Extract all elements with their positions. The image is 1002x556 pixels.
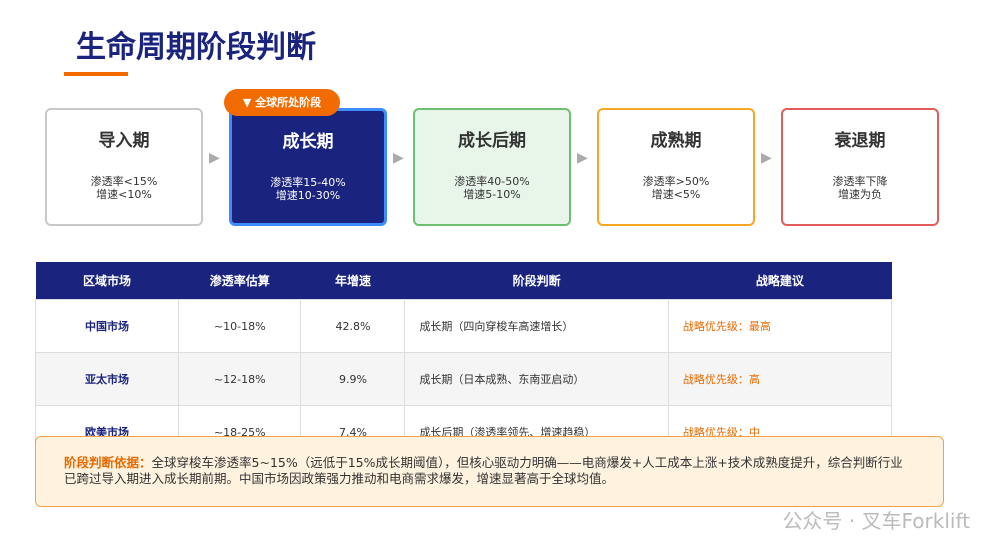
stage-name: 衰退期	[834, 131, 886, 151]
stage-card: 衰退期渗透率下降 增速为负	[781, 108, 939, 226]
table-row: 亚太市场 ~12-18% 9.9% 成长期（日本成熟、东南亚启动） 战略优先级：高	[35, 352, 893, 406]
stage-line: 渗透率>50%	[642, 175, 710, 188]
table-cell: 战略优先级：最高	[667, 299, 893, 353]
stage-name: 导入期	[98, 131, 150, 151]
note-label: 阶段判断依据：	[64, 455, 152, 470]
table-cell: 战略优先级：高	[667, 352, 893, 406]
arrow: ▶	[761, 150, 772, 166]
table-cell: 亚太市场	[35, 352, 179, 406]
stage-line: 渗透率15-40%	[270, 176, 346, 189]
table-cell: 成长期（日本成熟、东南亚启动）	[404, 352, 669, 406]
table-cell: ~10-18%	[177, 299, 302, 353]
table-cell: 成长期（四向穿梭车高速增长）	[404, 299, 669, 353]
table-header-cell: 渗透率估算	[178, 262, 301, 300]
stage-line: 增速5-10%	[463, 188, 521, 201]
stage-card: 成长期渗透率15-40% 增速10-30%	[229, 108, 387, 226]
title-underline	[64, 72, 128, 76]
stage-name: 成长后期	[458, 131, 526, 151]
table-header-cell: 年增速	[300, 262, 405, 300]
arrow: ▶	[209, 150, 220, 166]
stage-card: 成熟期渗透率>50% 增速<5%	[597, 108, 755, 226]
table-header-cell: 区域市场	[35, 262, 179, 300]
table-header: 区域市场 渗透率估算 年增速 阶段判断 战略建议	[35, 262, 892, 300]
watermark: 公众号 · 叉车Forklift	[782, 509, 970, 533]
stage-line: 渗透率下降	[832, 175, 888, 188]
stage-desc: 渗透率<15% 增速<10%	[47, 175, 201, 201]
table-header-cell: 阶段判断	[404, 262, 669, 300]
stage-name: 成长期	[282, 132, 334, 152]
stage-line: 增速为负	[838, 188, 882, 201]
stage-name: 成熟期	[650, 131, 702, 151]
region-table: 区域市场 渗透率估算 年增速 阶段判断 战略建议 中国市场 ~10-18% 42.8% 成长期…	[35, 262, 893, 459]
stage-line: 增速10-30%	[275, 189, 341, 202]
stage-line: 增速<5%	[651, 188, 701, 201]
table-cell: ~12-18%	[177, 352, 302, 406]
table-cell: 中国市场	[35, 299, 179, 353]
note-box: 阶段判断依据：全球穿梭车渗透率5~15%（远低于15%成长期阈值），但核心驱动力…	[35, 436, 944, 507]
stage-line: 增速<10%	[96, 188, 152, 201]
title: 生命周期阶段判断	[76, 30, 316, 65]
stage-line: 渗透率<15%	[90, 175, 158, 188]
note-text: 全球穿梭车渗透率5~15%（远低于15%成长期阈值），但核心驱动力明确——电商爆…	[64, 455, 903, 486]
stage-card: 导入期渗透率<15% 增速<10%	[45, 108, 203, 226]
stage-card: 成长后期渗透率40-50% 增速5-10%	[413, 108, 571, 226]
stage-desc: 渗透率15-40% 增速10-30%	[232, 176, 384, 202]
stage-line: 渗透率40-50%	[454, 175, 530, 188]
table-row: 中国市场 ~10-18% 42.8% 成长期（四向穿梭车高速增长） 战略优先级：最高	[35, 299, 893, 353]
stage-desc: 渗透率>50% 增速<5%	[599, 175, 753, 201]
stage-desc: 渗透率下降 增速为负	[783, 175, 937, 201]
table-cell: 9.9%	[300, 352, 406, 406]
stage-desc: 渗透率40-50% 增速5-10%	[415, 175, 569, 201]
arrow: ▶	[393, 150, 404, 166]
table-cell: 42.8%	[300, 299, 406, 353]
stage-badge: ▼ 全球所处阶段	[224, 89, 340, 116]
arrow: ▶	[577, 150, 588, 166]
table-header-cell: 战略建议	[668, 262, 892, 300]
